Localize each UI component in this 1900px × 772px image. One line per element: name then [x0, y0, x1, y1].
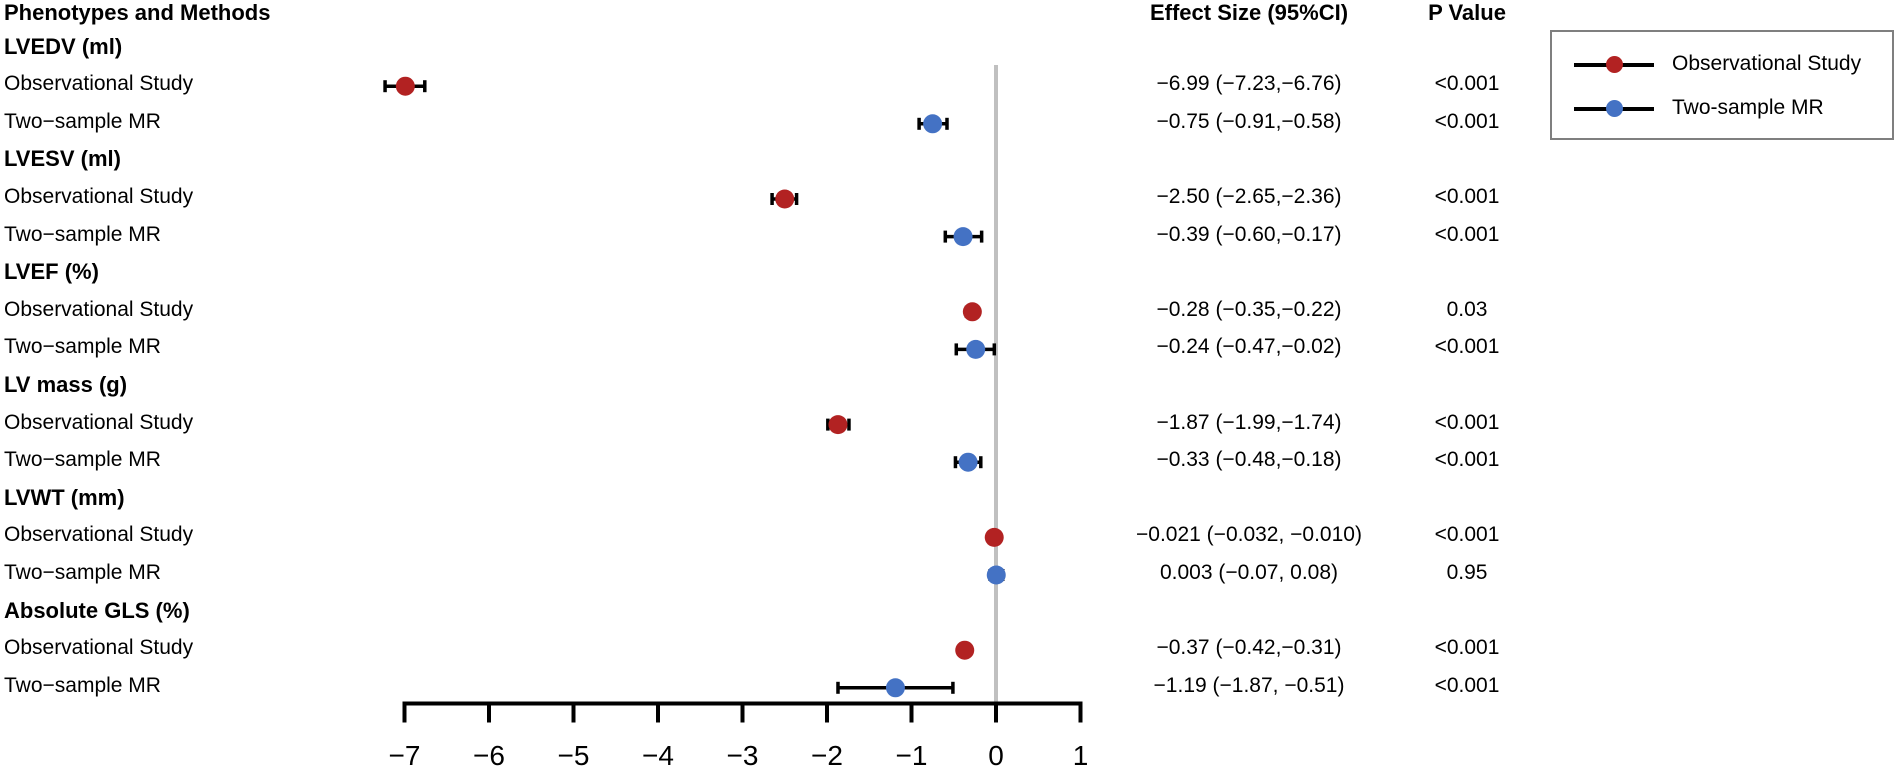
legend: Observational Study Two-sample MR	[1550, 30, 1894, 140]
x-axis-tick-label: −4	[642, 740, 674, 771]
estimate-point-mr	[923, 114, 943, 134]
phenotype-group-label: LV mass (g)	[4, 372, 128, 397]
estimate-point-observational	[828, 415, 848, 435]
p-value: <0.001	[1434, 109, 1500, 133]
legend-key-mr	[1574, 96, 1654, 120]
effect-size-value: −0.37 (−0.42,−0.31)	[1156, 636, 1342, 660]
method-label: Observational Study	[4, 72, 194, 96]
legend-entry-mr: Two-sample MR	[1552, 96, 1824, 120]
legend-key-observational	[1574, 52, 1654, 76]
x-axis-tick-label: −3	[727, 740, 759, 771]
method-label: Two−sample MR	[4, 673, 161, 697]
estimate-point-observational	[955, 640, 975, 660]
x-axis-tick-label: 1	[1073, 740, 1089, 771]
p-value: <0.001	[1434, 410, 1500, 434]
p-value: <0.001	[1434, 636, 1500, 660]
p-value: 0.03	[1446, 297, 1488, 321]
estimate-point-observational	[984, 527, 1004, 547]
method-label: Two−sample MR	[4, 109, 161, 133]
method-label: Observational Study	[4, 523, 194, 547]
effect-size-value: −0.33 (−0.48,−0.18)	[1156, 448, 1342, 472]
method-label: Two−sample MR	[4, 448, 161, 472]
effect-size-value: −1.19 (−1.87, −0.51)	[1153, 673, 1345, 697]
phenotype-group-label: LVWT (mm)	[4, 484, 125, 510]
method-label: Observational Study	[4, 410, 194, 434]
effect-size-value: −0.021 (−0.032, −0.010)	[1136, 523, 1362, 547]
estimate-point-mr	[986, 565, 1006, 585]
x-axis-tick-label: −6	[473, 740, 505, 771]
method-label: Two−sample MR	[4, 561, 161, 584]
phenotype-group-label: Absolute GLS (%)	[4, 597, 190, 623]
p-value: <0.001	[1434, 448, 1500, 472]
estimate-point-mr	[953, 227, 973, 247]
x-axis-tick-label: −2	[811, 740, 843, 771]
p-value: <0.001	[1434, 335, 1500, 359]
effect-size-value: −1.87 (−1.99,−1.74)	[1156, 410, 1342, 434]
estimate-point-observational	[395, 76, 415, 96]
effect-size-value: −2.50 (−2.65,−2.36)	[1156, 185, 1342, 208]
x-axis-tick-label: −5	[558, 740, 590, 771]
effect-size-value: −0.24 (−0.47,−0.02)	[1156, 335, 1342, 359]
estimate-point-mr	[958, 452, 978, 472]
effect-size-value: −0.28 (−0.35,−0.22)	[1156, 297, 1342, 321]
p-value: 0.95	[1446, 561, 1488, 584]
effect-size-value: −0.39 (−0.60,−0.17)	[1156, 222, 1342, 246]
method-label: Observational Study	[4, 636, 194, 660]
phenotype-group-label: LVESV (ml)	[4, 146, 121, 172]
effect-size-value: −6.99 (−7.23,−6.76)	[1156, 72, 1342, 96]
x-axis-tick-label: 0	[988, 740, 1004, 771]
method-label: Two−sample MR	[4, 222, 161, 246]
p-value: <0.001	[1434, 222, 1500, 246]
column-header-effect-size: Effect Size (95%CI)	[1149, 0, 1349, 25]
legend-entry-observational: Observational Study	[1552, 52, 1861, 76]
x-axis-tick-label: −1	[896, 740, 928, 771]
estimate-point-observational	[962, 302, 982, 322]
p-value: <0.001	[1434, 673, 1500, 697]
phenotype-group-label: LVEDV (ml)	[4, 33, 123, 59]
method-label: Observational Study	[4, 185, 194, 208]
legend-label-observational: Observational Study	[1672, 52, 1862, 75]
effect-size-value: 0.003 (−0.07, 0.08)	[1159, 561, 1339, 584]
legend-label-mr: Two-sample MR	[1672, 96, 1824, 119]
mr-dot-icon	[1606, 100, 1623, 117]
estimate-point-observational	[775, 189, 795, 209]
p-value: <0.001	[1434, 185, 1500, 208]
observational-dot-icon	[1606, 56, 1623, 73]
phenotype-group-label: LVEF (%)	[4, 259, 99, 285]
column-header-p-value: P Value	[1428, 0, 1506, 25]
p-value: <0.001	[1434, 72, 1500, 96]
estimate-point-mr	[966, 339, 986, 359]
method-label: Observational Study	[4, 297, 194, 321]
method-label: Two−sample MR	[4, 335, 161, 359]
effect-size-value: −0.75 (−0.91,−0.58)	[1156, 109, 1342, 133]
x-axis-tick-label: −7	[389, 740, 421, 771]
p-value: <0.001	[1434, 523, 1500, 547]
column-header-phenotypes: Phenotypes and Methods	[4, 0, 271, 25]
estimate-point-mr	[885, 678, 905, 698]
